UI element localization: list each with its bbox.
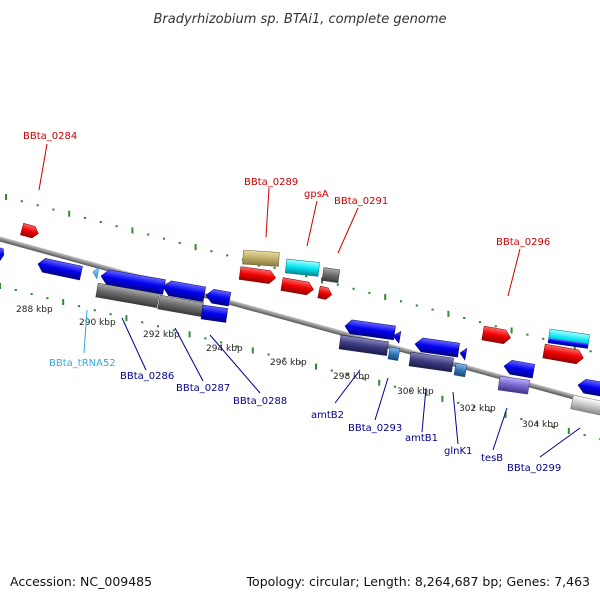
- label-glnk1[interactable]: glnK1: [444, 446, 472, 457]
- gene-blue-0287-top[interactable]: [162, 280, 206, 302]
- scale-label-304: 304 kbp: [522, 420, 559, 430]
- gene-cyan-right[interactable]: [547, 328, 590, 349]
- gene-small-blue-arrow[interactable]: [392, 330, 402, 344]
- gene-blue-tesb-top[interactable]: [503, 359, 536, 379]
- label-bbta-0286[interactable]: BBta_0286: [120, 371, 174, 382]
- gene-blue-amtb1-top[interactable]: [414, 337, 460, 358]
- gene-labels: BBta_0284 BBta_0289 gpsA BBta_0291 BBta_…: [23, 131, 561, 474]
- label-amtb2[interactable]: amtB2: [311, 410, 344, 421]
- label-bbta-0291[interactable]: BBta_0291: [334, 196, 388, 207]
- leader-glnk1: [452, 391, 459, 445]
- leader-bbta-0291: [337, 207, 359, 254]
- genes-value: 7,463: [554, 574, 590, 589]
- gene-tesb[interactable]: [497, 375, 530, 395]
- label-tesb[interactable]: tesB: [481, 453, 503, 464]
- gene-bbta-0291[interactable]: [321, 267, 341, 283]
- label-bbta-0284[interactable]: BBta_0284: [23, 131, 77, 142]
- lower-tick-track: [0, 283, 600, 441]
- gene-blue-0299-top[interactable]: [577, 378, 600, 398]
- gene-bbta-0288[interactable]: [200, 304, 229, 323]
- gene-glnk1[interactable]: [453, 362, 468, 378]
- label-gpsa[interactable]: gpsA: [304, 189, 329, 200]
- gene-bbta-0284-shape[interactable]: [20, 222, 40, 239]
- accession-label: Accession:: [10, 574, 77, 589]
- leader-gpsa: [306, 200, 318, 247]
- length-label: Length:: [363, 574, 411, 589]
- leader-tesb: [492, 407, 508, 451]
- accession-info: Accession: NC_009485: [10, 574, 152, 589]
- gene-small-blue-arrow-2[interactable]: [459, 347, 468, 361]
- gene-left-edge[interactable]: [0, 246, 5, 261]
- leader-bbta-0299: [539, 427, 581, 458]
- label-bbta-0296[interactable]: BBta_0296: [496, 237, 550, 248]
- leader-bbta-0286: [121, 317, 147, 371]
- topology-value: circular: [309, 574, 356, 589]
- leader-bbta-0284: [38, 143, 48, 191]
- topology-label: Topology:: [246, 574, 306, 589]
- gene-gpsa[interactable]: [284, 258, 320, 277]
- gene-blue-amtb2-top[interactable]: [344, 319, 396, 341]
- leader-bbta-0287: [174, 327, 204, 382]
- label-amtb1[interactable]: amtB1: [405, 433, 438, 444]
- gene-bbta-0286[interactable]: [95, 282, 160, 308]
- scale-label-288: 288 kbp: [16, 305, 53, 315]
- leader-amtb1: [421, 387, 427, 433]
- gene-bbta-0289[interactable]: [242, 249, 280, 267]
- length-value: 8,264,687 bp: [414, 574, 499, 589]
- leader-amtb2: [334, 369, 361, 404]
- leader-bbta-0289: [265, 187, 270, 238]
- gene-label-leaders: [38, 143, 581, 458]
- scale-label-302: 302 kbp: [459, 404, 496, 414]
- reverse-strand-genes: [0, 246, 600, 417]
- accession-value: NC_009485: [80, 574, 153, 589]
- gene-blue-left[interactable]: [37, 257, 83, 281]
- gene-blue-0288-top[interactable]: [205, 288, 232, 307]
- forward-strand-genes: [20, 222, 590, 365]
- label-bbta-0299[interactable]: BBta_0299: [507, 463, 561, 474]
- gene-bbta-0299[interactable]: [570, 394, 600, 417]
- scale-label-300: 300 kbp: [397, 387, 434, 397]
- gene-amtb2[interactable]: [338, 334, 389, 356]
- genome-summary: Topology: circular; Length: 8,264,687 bp…: [246, 574, 590, 589]
- gene-bbta-trna52[interactable]: [92, 266, 100, 280]
- scale-label-290: 290 kbp: [79, 318, 116, 328]
- gene-bbta-0296[interactable]: [481, 325, 512, 345]
- upper-tick-track: [5, 194, 592, 353]
- genome-title: Bradyrhizobium sp. BTAi1, complete genom…: [153, 12, 446, 27]
- gene-gpsa-b[interactable]: [280, 277, 315, 296]
- gene-bbta-0291-b[interactable]: [317, 285, 333, 300]
- gene-bbta-0293[interactable]: [387, 346, 401, 361]
- leader-bbta-0293: [374, 377, 389, 421]
- scale-label-292: 292 kbp: [143, 330, 180, 340]
- scale-labels: 288 kbp 290 kbp 292 kbp 294 kbp 296 kbp …: [16, 305, 559, 430]
- gene-red-right[interactable]: [542, 343, 585, 365]
- gene-bbta-0289-b[interactable]: [238, 266, 276, 285]
- label-bbta-0293[interactable]: BBta_0293: [348, 423, 402, 434]
- leader-bbta-0296: [507, 248, 521, 297]
- gene-amtb1[interactable]: [408, 351, 454, 373]
- scale-label-298: 298 kbp: [333, 372, 370, 382]
- label-bbta-0287[interactable]: BBta_0287: [176, 383, 230, 394]
- label-bbta-0288[interactable]: BBta_0288: [233, 396, 287, 407]
- label-bbta-trna52[interactable]: BBta_tRNA52: [49, 358, 116, 369]
- leader-bbta-trna52: [83, 309, 88, 354]
- leader-bbta-0288: [209, 334, 261, 394]
- genes-label: Genes:: [506, 574, 551, 589]
- scale-label-294: 294 kbp: [206, 344, 243, 354]
- label-bbta-0289[interactable]: BBta_0289: [244, 177, 298, 188]
- scale-label-296: 296 kbp: [270, 358, 307, 368]
